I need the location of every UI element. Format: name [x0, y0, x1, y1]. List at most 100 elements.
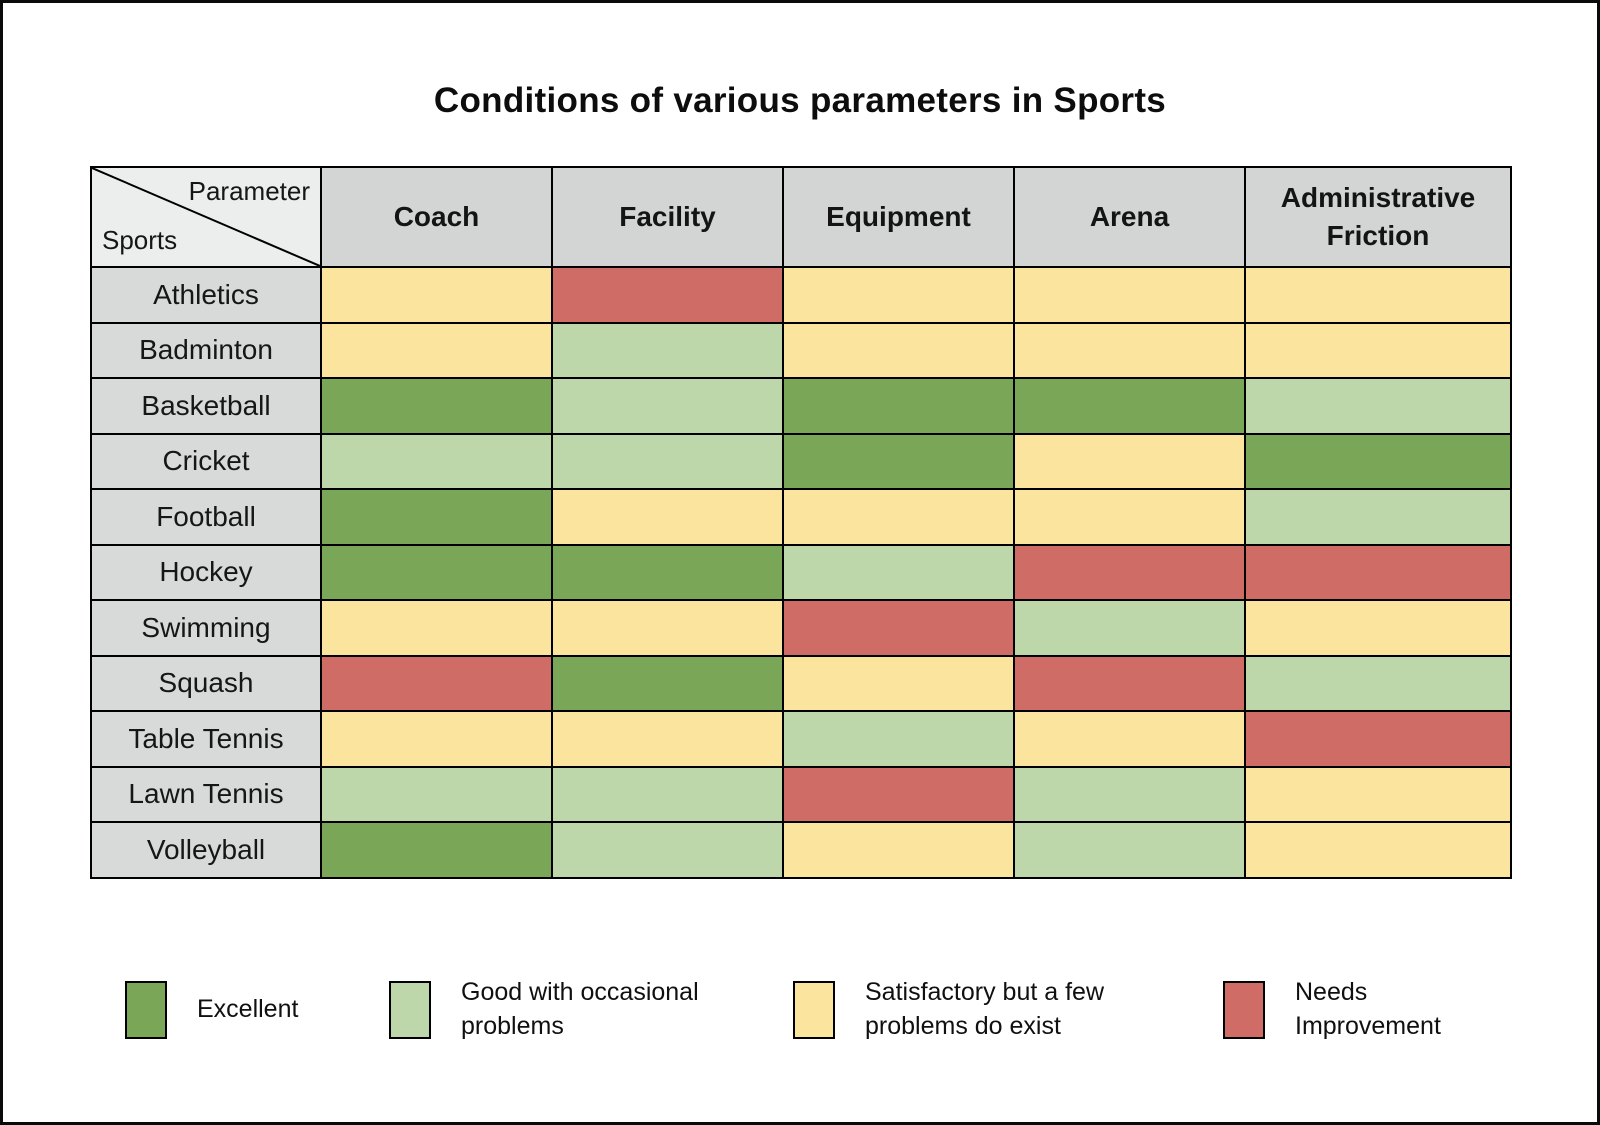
cell-swimming-administrative-friction [1244, 599, 1512, 657]
cell-football-administrative-friction [1244, 488, 1512, 546]
legend-item-satisfactory: Satisfactory but a few problems do exist [793, 955, 1137, 1065]
legend-item-excellent: Excellent [125, 955, 298, 1065]
cell-badminton-administrative-friction [1244, 321, 1512, 379]
cell-squash-facility [551, 654, 784, 712]
cell-table-tennis-administrative-friction [1244, 710, 1512, 768]
table-row-basketball: Basketball [90, 377, 1512, 435]
cell-athletics-coach [320, 266, 553, 324]
cell-squash-equipment [782, 654, 1015, 712]
cell-swimming-equipment [782, 599, 1015, 657]
conditions-table-body: Parameter Sports Coach Facility Equipment Are… [90, 166, 1512, 879]
cell-swimming-arena [1013, 599, 1246, 657]
column-header-administrative-friction: Administrative Friction [1244, 166, 1512, 268]
cell-table-tennis-arena [1013, 710, 1246, 768]
corner-sports-label: Sports [102, 225, 178, 255]
table-row-squash: Squash [90, 654, 1512, 712]
cell-athletics-facility [551, 266, 784, 324]
cell-cricket-administrative-friction [1244, 432, 1512, 490]
legend-swatch-satisfactory [793, 981, 835, 1039]
cell-volleyball-arena [1013, 821, 1246, 879]
cell-swimming-coach [320, 599, 553, 657]
corner-diagonal-line [92, 168, 320, 266]
cell-badminton-arena [1013, 321, 1246, 379]
row-label-hockey: Hockey [90, 543, 322, 601]
column-header-facility: Facility [551, 166, 784, 268]
table-row-football: Football [90, 488, 1512, 546]
row-label-swimming: Swimming [90, 599, 322, 657]
cell-lawn-tennis-equipment [782, 765, 1015, 823]
cell-volleyball-facility [551, 821, 784, 879]
cell-squash-coach [320, 654, 553, 712]
cell-cricket-equipment [782, 432, 1015, 490]
legend: Excellent Good with occasional problems Sa… [3, 955, 1597, 1065]
column-header-coach: Coach [320, 166, 553, 268]
row-label-basketball: Basketball [90, 377, 322, 435]
cell-basketball-equipment [782, 377, 1015, 435]
cell-table-tennis-equipment [782, 710, 1015, 768]
cell-volleyball-administrative-friction [1244, 821, 1512, 879]
header-row: Parameter Sports Coach Facility Equipment Are… [90, 166, 1512, 268]
legend-item-needs-improvement: Needs Improvement [1223, 955, 1470, 1065]
row-label-lawn-tennis: Lawn Tennis [90, 765, 322, 823]
cell-badminton-equipment [782, 321, 1015, 379]
row-label-squash: Squash [90, 654, 322, 712]
cell-badminton-facility [551, 321, 784, 379]
cell-lawn-tennis-coach [320, 765, 553, 823]
table-row-lawn-tennis: Lawn Tennis [90, 765, 1512, 823]
row-label-volleyball: Volleyball [90, 821, 322, 879]
table-row-hockey: Hockey [90, 543, 1512, 601]
legend-swatch-good [389, 981, 431, 1039]
cell-basketball-coach [320, 377, 553, 435]
cell-cricket-arena [1013, 432, 1246, 490]
cell-badminton-coach [320, 321, 553, 379]
cell-hockey-arena [1013, 543, 1246, 601]
row-label-badminton: Badminton [90, 321, 322, 379]
cell-lawn-tennis-administrative-friction [1244, 765, 1512, 823]
cell-football-facility [551, 488, 784, 546]
legend-item-good: Good with occasional problems [389, 955, 723, 1065]
cell-athletics-arena [1013, 266, 1246, 324]
cell-athletics-equipment [782, 266, 1015, 324]
cell-cricket-coach [320, 432, 553, 490]
corner-cell: Parameter Sports [90, 166, 322, 268]
corner-parameter-label: Parameter [188, 176, 310, 206]
cell-squash-arena [1013, 654, 1246, 712]
legend-swatch-excellent [125, 981, 167, 1039]
column-header-arena: Arena [1013, 166, 1246, 268]
cell-cricket-facility [551, 432, 784, 490]
cell-basketball-administrative-friction [1244, 377, 1512, 435]
table-row-badminton: Badminton [90, 321, 1512, 379]
legend-label-satisfactory: Satisfactory but a few problems do exist [865, 978, 1105, 1040]
cell-volleyball-equipment [782, 821, 1015, 879]
legend-label-good: Good with occasional problems [461, 978, 699, 1040]
cell-table-tennis-coach [320, 710, 553, 768]
cell-squash-administrative-friction [1244, 654, 1512, 712]
cell-table-tennis-facility [551, 710, 784, 768]
table-row-athletics: Athletics [90, 266, 1512, 324]
row-label-football: Football [90, 488, 322, 546]
cell-football-arena [1013, 488, 1246, 546]
cell-hockey-administrative-friction [1244, 543, 1512, 601]
table-row-cricket: Cricket [90, 432, 1512, 490]
cell-hockey-coach [320, 543, 553, 601]
column-header-equipment: Equipment [782, 166, 1015, 268]
cell-hockey-equipment [782, 543, 1015, 601]
legend-label-needs-improvement: Needs Improvement [1295, 978, 1441, 1040]
legend-swatch-needs-improvement [1223, 981, 1265, 1039]
cell-football-equipment [782, 488, 1015, 546]
cell-basketball-arena [1013, 377, 1246, 435]
page-title: Conditions of various parameters in Spor… [433, 81, 1167, 120]
cell-volleyball-coach [320, 821, 553, 879]
row-label-athletics: Athletics [90, 266, 322, 324]
conditions-table: Parameter Sports Coach Facility Equipment Are… [90, 166, 1512, 879]
cell-hockey-facility [551, 543, 784, 601]
table-row-swimming: Swimming [90, 599, 1512, 657]
cell-lawn-tennis-facility [551, 765, 784, 823]
cell-athletics-administrative-friction [1244, 266, 1512, 324]
table-row-table-tennis: Table Tennis [90, 710, 1512, 768]
row-label-table-tennis: Table Tennis [90, 710, 322, 768]
cell-basketball-facility [551, 377, 784, 435]
cell-lawn-tennis-arena [1013, 765, 1246, 823]
cell-football-coach [320, 488, 553, 546]
row-label-cricket: Cricket [90, 432, 322, 490]
